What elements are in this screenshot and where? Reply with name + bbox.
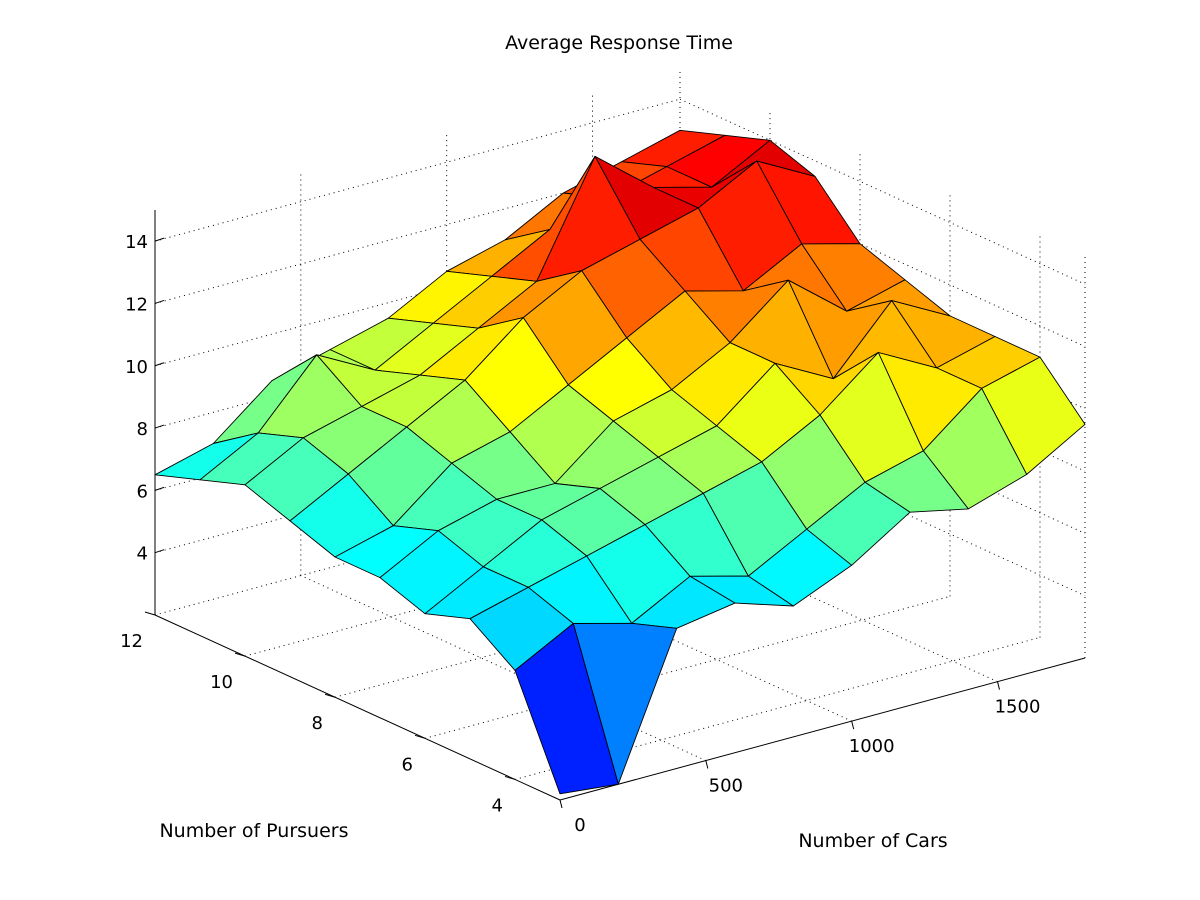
grid-line (154, 285, 681, 429)
surface (154, 129, 1086, 795)
tick-mark (324, 693, 336, 698)
tick-mark (144, 611, 156, 616)
tick-mark (154, 362, 165, 367)
tick-label: 1000 (849, 736, 895, 757)
grid-line (154, 410, 681, 554)
tick-label: 1500 (995, 697, 1041, 718)
tick-mark (154, 299, 165, 304)
chart-title: Average Response Time (505, 32, 733, 54)
tick-label: 6 (402, 754, 413, 775)
tick-labels: 0 500 1000 1500 4 6 8 10 12 4 6 8 10 12 14 (120, 232, 1040, 836)
tick-label: 0 (574, 815, 585, 836)
tick-mark (504, 775, 516, 780)
tick-label: 500 (709, 776, 743, 797)
tick-label: 8 (137, 419, 148, 440)
grid-line (334, 554, 861, 698)
tick-mark (997, 681, 1000, 690)
tick-label: 10 (125, 357, 148, 378)
grid-line (244, 513, 771, 657)
tick-mark (559, 799, 563, 809)
tick-mark (234, 652, 246, 657)
y-axis (154, 614, 561, 801)
x-axis-label: Number of Cars (798, 830, 947, 852)
tick-mark (851, 720, 855, 730)
tick-label: 10 (210, 672, 233, 693)
grid-line (154, 160, 681, 304)
tick-mark (414, 734, 426, 739)
surface-face (514, 623, 619, 795)
tick-mark (705, 760, 709, 769)
tick-label: 12 (125, 294, 148, 315)
grid-line (154, 223, 681, 367)
grid-line (154, 472, 681, 616)
tick-label: 4 (492, 795, 503, 816)
grid-line (154, 98, 681, 242)
grid-line (424, 595, 951, 739)
y-axis-label: Number of Pursuers (159, 820, 348, 842)
tick-mark (154, 486, 165, 491)
tick-mark (154, 237, 165, 242)
tick-label: 14 (125, 232, 148, 253)
tick-label: 12 (120, 631, 143, 652)
tick-label: 4 (137, 544, 148, 565)
tick-mark (154, 549, 165, 554)
tick-label: 6 (137, 481, 148, 502)
tick-mark (154, 424, 165, 429)
tick-label: 8 (312, 713, 323, 734)
